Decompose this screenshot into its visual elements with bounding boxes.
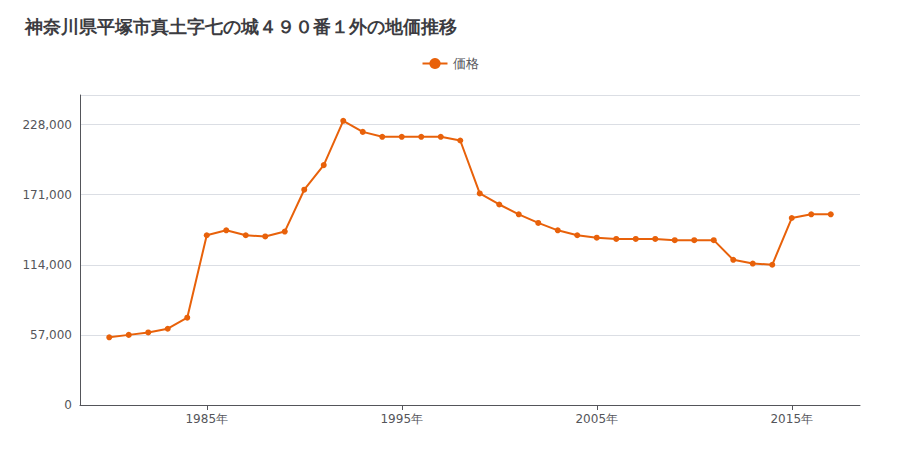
- svg-text:1995年: 1995年: [380, 412, 423, 426]
- svg-text:1985年: 1985年: [185, 412, 228, 426]
- svg-text:228,000: 228,000: [22, 118, 72, 132]
- svg-text:57,000: 57,000: [30, 328, 72, 342]
- svg-text:2005年: 2005年: [575, 412, 618, 426]
- svg-text:価格: 価格: [453, 56, 479, 71]
- svg-text:神奈川県平塚市真土字七の城４９０番１外の地価推移: 神奈川県平塚市真土字七の城４９０番１外の地価推移: [24, 16, 457, 37]
- svg-text:2015年: 2015年: [770, 412, 813, 426]
- svg-text:114,000: 114,000: [22, 258, 72, 272]
- svg-text:0: 0: [64, 398, 72, 412]
- svg-text:171,000: 171,000: [22, 188, 72, 202]
